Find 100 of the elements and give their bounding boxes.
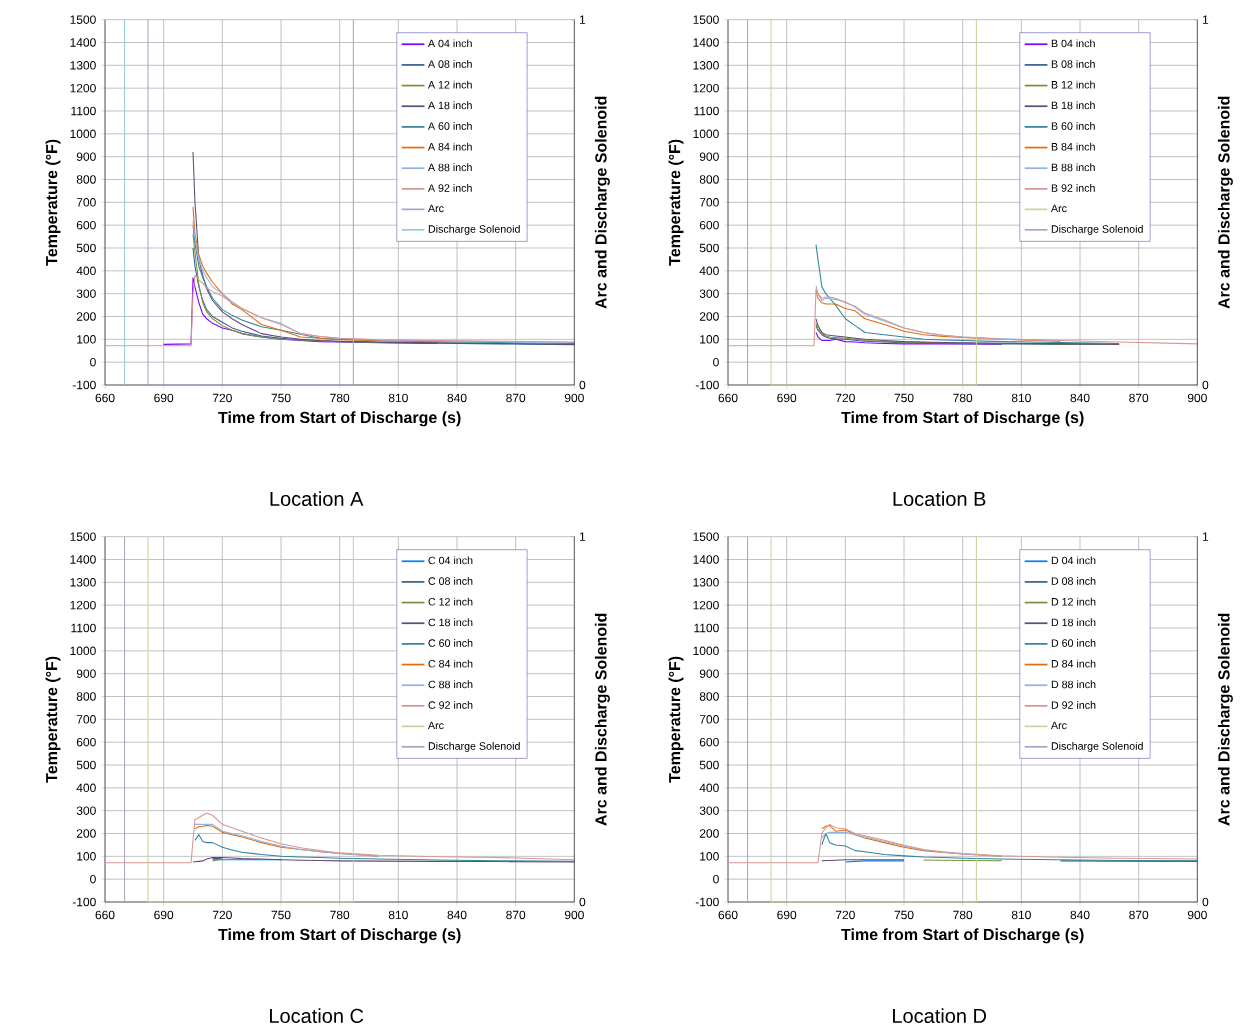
y-tick-label: 500 [76,760,96,770]
legend-label: A 88 inch [427,163,472,172]
legend-label: D 08 inch [1051,577,1096,585]
y-tick-label: 800 [699,692,719,701]
y-tick-label: 600 [76,737,96,747]
legend-label: C 92 inch [428,701,473,709]
y-tick-label: 0 [713,357,719,367]
legend-label: C 12 inch [428,597,473,606]
legend-label: Arc [1051,721,1067,730]
legend-label: A 12 inch [427,80,472,89]
legend-label: C 88 inch [428,680,473,689]
y-tick-label: 200 [699,829,719,838]
legend-label: Arc [427,721,444,730]
legend-label: A 08 inch [427,60,472,68]
y-tick-label: 1300 [70,61,96,70]
y-tick-label: 1100 [71,106,96,116]
y-tick-label: 1400 [693,38,719,47]
y-tick-label: 200 [76,312,96,321]
y-tick-label: 600 [699,220,719,230]
y-tick-label: -100 [72,380,96,390]
y-tick-label: 1000 [693,129,719,139]
legend-label: Arc [427,204,444,213]
x-tick-label: 840 [1070,910,1090,920]
y-tick-label: 1500 [70,15,96,24]
y-tick-label: 1100 [694,623,719,633]
y-tick-label: -100 [695,380,719,390]
legend-label: D 88 inch [1051,680,1096,689]
y-tick-label: 500 [76,243,96,253]
x-tick-label: 660 [718,393,738,403]
legend-label: D 92 inch [1051,701,1096,709]
y2-tick-label: 0 [579,897,586,907]
y-tick-label: 200 [699,312,719,321]
x-tick-label: 870 [506,393,526,403]
legend-label: C 18 inch [428,618,473,627]
legend-label: D 60 inch [1051,639,1096,647]
legend-label: D 84 inch [1051,659,1096,668]
legend-label: B 60 inch [1051,122,1095,130]
y-tick-label: 400 [699,783,719,793]
x-tick-label: 780 [953,393,973,403]
text: Location A [270,491,364,506]
y2-axis-title: Arc and Discharge Solenoid [594,613,610,826]
y-tick-label: 100 [77,335,96,344]
x-tick-label: 720 [835,393,855,403]
y-tick-label: 900 [699,669,719,678]
y-tick-label: -100 [72,897,96,907]
legend-label: Arc [1051,204,1067,213]
text: Location D [893,1008,987,1023]
x-axis-title: Time from Start of Discharge (s) [218,411,461,427]
y-tick-label: 1200 [693,600,719,610]
legend-label: B 92 inch [1051,184,1095,192]
y-axis-title: Temperature (°F) [668,656,684,783]
y-tick-label: 1500 [693,15,719,24]
y-tick-label: 600 [76,220,96,230]
x-axis-title: Time from Start of Discharge (s) [841,411,1084,427]
x-tick-label: 900 [564,393,584,403]
x-tick-label: 720 [212,910,232,920]
x-tick-label: 840 [447,393,467,403]
x-axis-title: Time from Start of Discharge (s) [841,928,1084,944]
x-tick-label: 750 [894,393,914,403]
x-tick-label: 810 [388,910,408,920]
y-tick-label: 800 [76,692,96,701]
legend-label: C 60 inch [428,639,473,647]
y-tick-label: 0 [713,874,719,884]
x-tick-label: 780 [330,393,350,403]
legend-label: C 04 inch [428,556,473,565]
legend-label: A 92 inch [427,184,472,192]
y2-tick-label: 1 [579,15,586,24]
y-tick-label: 300 [76,806,96,815]
legend-label: A 04 inch [427,39,472,48]
x-tick-label: 840 [447,910,467,920]
y-axis-title: Temperature (°F) [668,139,684,266]
x-tick-label: 750 [271,393,291,403]
y-tick-label: 200 [76,829,96,838]
x-tick-label: 660 [718,910,738,920]
y-tick-label: 1000 [70,646,96,656]
x-tick-label: 690 [777,393,797,403]
x-tick-label: 720 [835,910,855,920]
y-tick-label: 1100 [71,623,96,633]
x-tick-label: 810 [1011,910,1031,920]
y-axis-title: Temperature (°F) [45,139,61,266]
y-tick-label: 500 [699,243,719,253]
x-tick-label: 750 [271,910,291,920]
y2-tick-label: 1 [1202,15,1209,24]
x-tick-label: 780 [953,910,973,920]
legend-label: A 84 inch [427,142,472,151]
y-tick-label: 1400 [70,555,96,564]
x-tick-label: 810 [388,393,408,403]
y-tick-label: 300 [699,806,719,815]
y2-tick-label: 0 [1202,897,1209,907]
legend-label: B 18 inch [1051,101,1095,110]
y-tick-label: 1200 [70,83,96,93]
y-tick-label: 1000 [693,646,719,656]
x-tick-label: 660 [95,910,115,920]
y-tick-label: 700 [699,198,719,207]
text: Location C [270,1008,364,1023]
y2-tick-label: 1 [1202,532,1209,541]
y-tick-label: 300 [699,289,719,298]
y-tick-label: -100 [695,897,719,907]
y-tick-label: 1200 [693,83,719,93]
y-tick-label: 900 [699,152,719,161]
